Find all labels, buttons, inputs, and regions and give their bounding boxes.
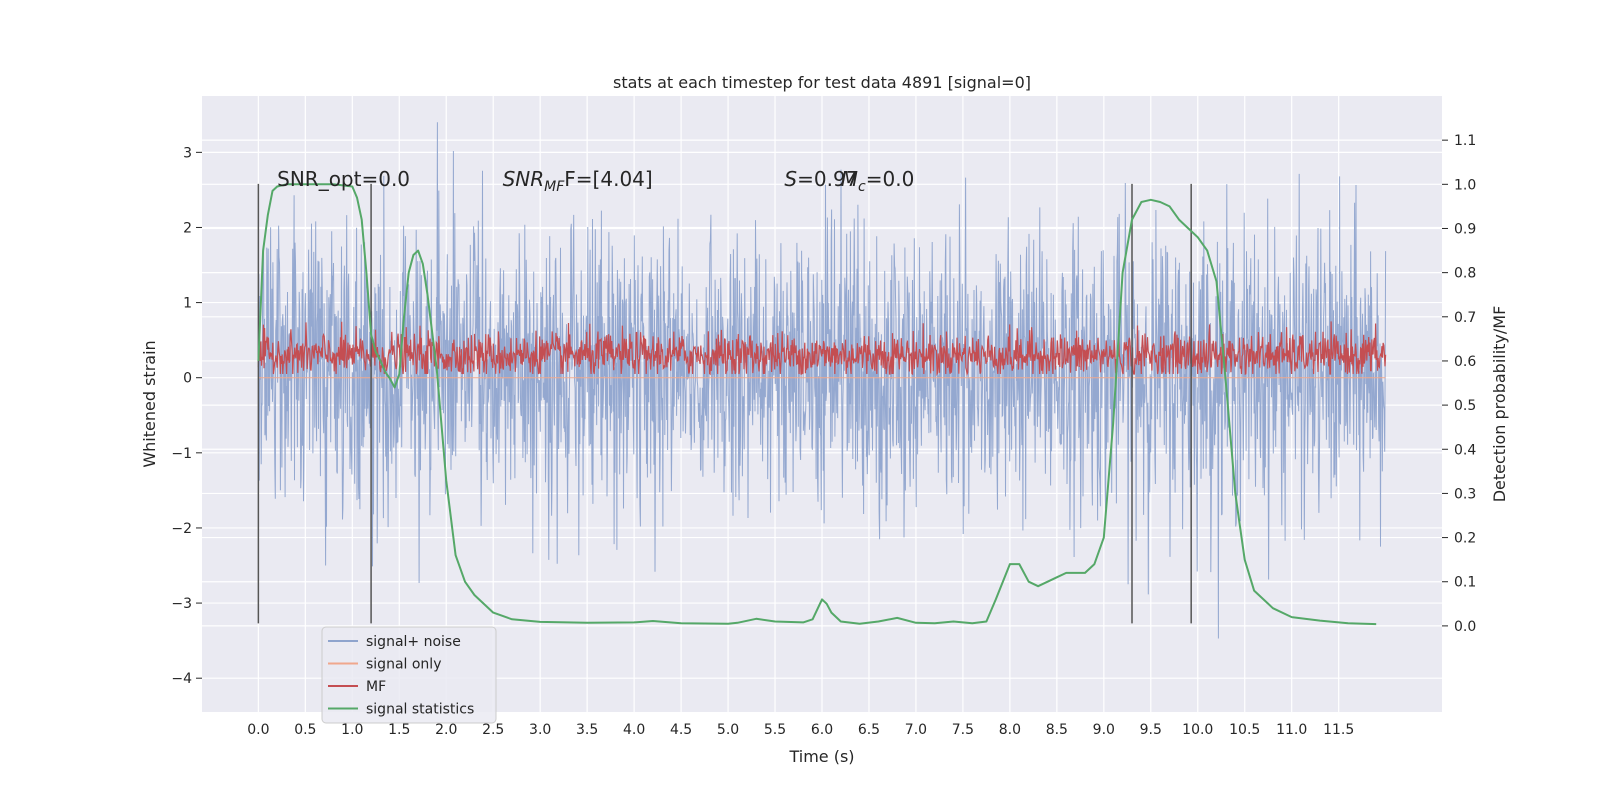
y2-tick-label: 0.9 — [1454, 221, 1476, 237]
vlines — [257, 183, 1192, 624]
x-tick-label: 2.0 — [435, 722, 457, 738]
y-tick-label: 3 — [183, 145, 192, 161]
y2-tick-label: 0.2 — [1454, 531, 1476, 547]
y-tick-label: −2 — [171, 521, 192, 537]
x-ticks: 0.0 0.5 1.0 1.5 2.0 2.5 3.0 3.5 4.0 4.5 5.0 5.5 6.0 6… — [247, 722, 1354, 738]
x-tick-label: 4.5 — [670, 722, 692, 738]
x-tick-label: 6.0 — [811, 722, 833, 738]
legend-label: signal statistics — [366, 702, 474, 718]
y2-ticks: 1.1 1.0 0.9 0.8 0.7 0.6 0.5 0.4 0.3 0.2 0.1 0.0 — [1442, 133, 1476, 635]
y-tick-label: −1 — [171, 446, 192, 462]
x-tick-label: 5.0 — [717, 722, 739, 738]
x-tick-label: 4.0 — [623, 722, 645, 738]
x-tick-label: 5.5 — [764, 722, 786, 738]
annotation-snr-mf: SNRMFF=[4.04] — [503, 167, 653, 195]
x-tick-label: 8.0 — [999, 722, 1021, 738]
mf-series — [257, 321, 1387, 377]
x-tick-label: 2.5 — [482, 722, 504, 738]
y2-tick-label: 1.1 — [1454, 133, 1476, 149]
annotation-snr-opt: SNR_opt=0.0 — [277, 167, 410, 191]
legend-label: MF — [366, 679, 386, 695]
x-tick-label: 6.5 — [858, 722, 880, 738]
legend-box — [321, 626, 497, 724]
x-tick-label: 3.5 — [576, 722, 598, 738]
x-tick-label: 1.5 — [388, 722, 410, 738]
y2-tick-label: 0.1 — [1454, 575, 1476, 591]
x-tick-label: 9.5 — [1140, 722, 1162, 738]
y-tick-label: −3 — [171, 596, 192, 612]
x-tick-label: 10.0 — [1182, 722, 1213, 738]
y2-tick-label: 0.3 — [1454, 486, 1476, 502]
y-axis-label: Whitened strain — [140, 340, 159, 467]
y-tick-label: 2 — [183, 220, 192, 236]
y-tick-label: −4 — [171, 671, 192, 687]
y2-axis-label: Detection probability/MF — [1490, 306, 1509, 503]
signal-statistics-series — [257, 183, 1377, 626]
x-tick-label: 9.0 — [1093, 722, 1115, 738]
x-tick-label: 0.0 — [247, 722, 269, 738]
y-tick-label: 0 — [183, 371, 192, 387]
y2-tick-label: 0.4 — [1454, 442, 1476, 458]
x-tick-label: 11.0 — [1276, 722, 1307, 738]
annotation-stat-mc: Mc=0.0 — [841, 167, 915, 195]
x-tick-label: 8.5 — [1046, 722, 1068, 738]
x-tick-label: 7.0 — [905, 722, 927, 738]
annotation-stat-s: S=0.97 — [784, 167, 858, 191]
legend: signal+ noise signal only MF signal statist… — [321, 626, 497, 724]
y2-tick-label: 0.0 — [1454, 619, 1476, 635]
y-tick-label: 1 — [183, 296, 192, 312]
x-tick-label: 3.0 — [529, 722, 551, 738]
x-tick-label: 7.5 — [952, 722, 974, 738]
chart-title: stats at each timestep for test data 489… — [613, 73, 1031, 92]
x-tick-label: 0.5 — [294, 722, 316, 738]
y2-tick-label: 0.8 — [1454, 266, 1476, 282]
signal-statistics-line — [257, 183, 1377, 626]
x-tick-label: 10.5 — [1229, 722, 1260, 738]
x-tick-label: 1.0 — [341, 722, 363, 738]
x-axis-label: Time (s) — [788, 747, 854, 766]
y2-tick-label: 0.7 — [1454, 310, 1476, 326]
y2-tick-label: 1.0 — [1454, 177, 1476, 193]
x-tick-label: 11.5 — [1323, 722, 1354, 738]
legend-label: signal only — [366, 657, 441, 673]
mf-line — [257, 321, 1387, 377]
y2-tick-label: 0.5 — [1454, 398, 1476, 414]
y2-tick-label: 0.6 — [1454, 354, 1476, 370]
y-ticks: 3 2 1 0 −1 −2 −3 −4 — [171, 145, 202, 687]
legend-label: signal+ noise — [366, 634, 461, 650]
